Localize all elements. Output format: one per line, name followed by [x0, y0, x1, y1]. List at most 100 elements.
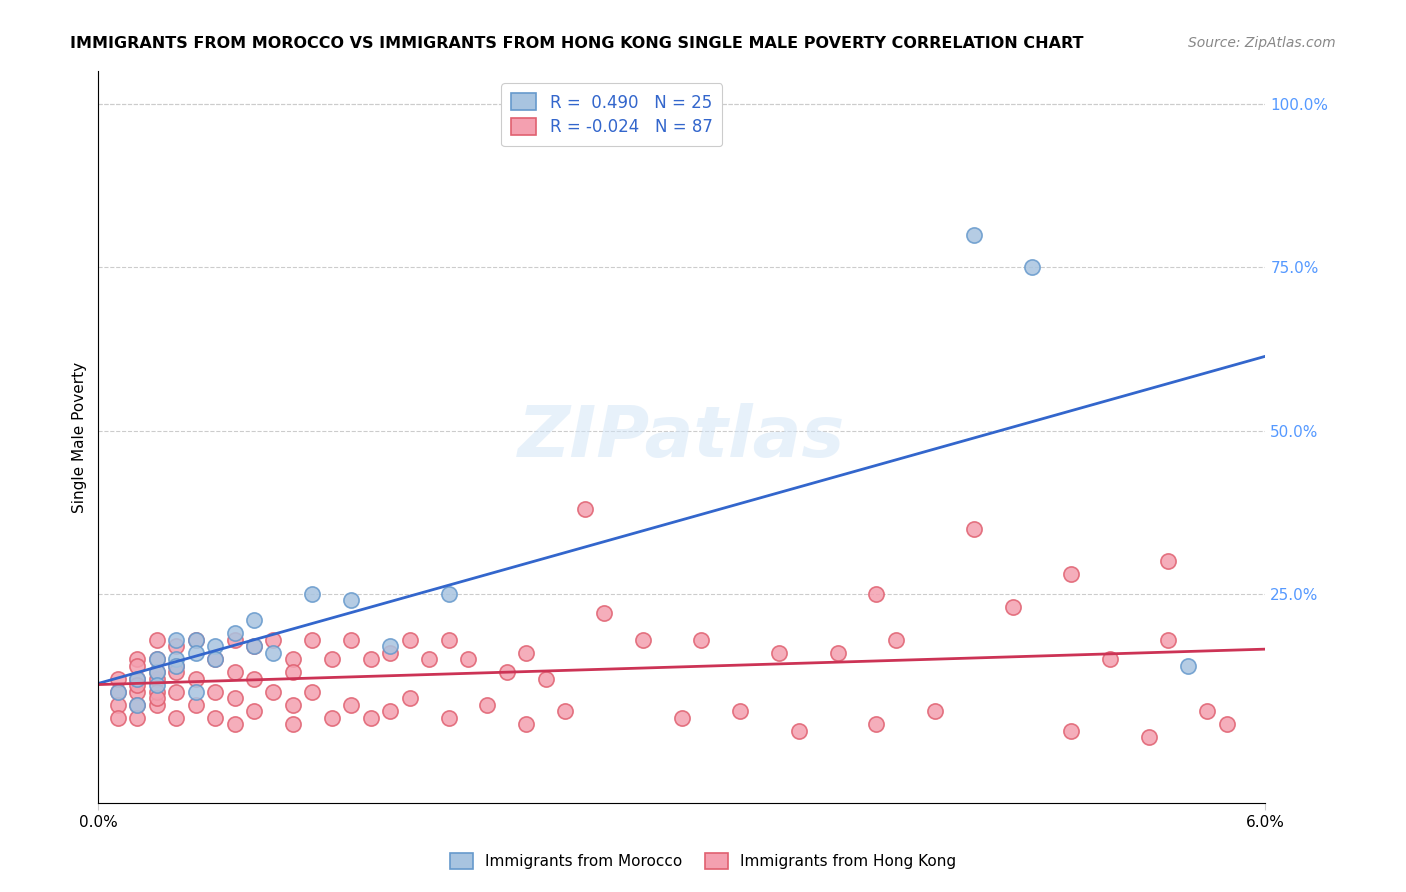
Point [146, 652, 169, 666]
Point [1157, 632, 1180, 647]
Point [184, 632, 207, 647]
Point [107, 711, 129, 725]
Point [262, 646, 284, 660]
Point [457, 652, 479, 666]
Point [301, 587, 323, 601]
Point [204, 652, 226, 666]
Point [184, 672, 207, 686]
Point [165, 685, 187, 699]
Point [574, 502, 596, 516]
Point [671, 711, 693, 725]
Point [204, 652, 226, 666]
Point [1060, 723, 1083, 738]
Point [204, 711, 226, 725]
Point [437, 632, 460, 647]
Point [360, 711, 382, 725]
Point [554, 705, 576, 719]
Point [690, 632, 713, 647]
Point [1137, 731, 1160, 745]
Point [184, 698, 207, 712]
Point [787, 723, 810, 738]
Point [496, 665, 519, 680]
Point [146, 698, 169, 712]
Point [165, 711, 187, 725]
Point [184, 685, 207, 699]
Text: Source: ZipAtlas.com: Source: ZipAtlas.com [1188, 36, 1336, 50]
Point [340, 632, 363, 647]
Legend: R =  0.490   N = 25, R = -0.024   N = 87: R = 0.490 N = 25, R = -0.024 N = 87 [502, 83, 723, 146]
Point [631, 632, 654, 647]
Point [127, 672, 149, 686]
Point [224, 632, 246, 647]
Point [224, 665, 246, 680]
Point [127, 711, 149, 725]
Point [281, 698, 304, 712]
Point [184, 646, 207, 660]
Point [127, 652, 149, 666]
Point [224, 691, 246, 706]
Point [281, 652, 304, 666]
Point [243, 639, 266, 653]
Point [924, 705, 946, 719]
Point [165, 652, 187, 666]
Point [827, 646, 849, 660]
Point [165, 665, 187, 680]
Point [146, 678, 169, 692]
Point [107, 685, 129, 699]
Point [146, 632, 169, 647]
Point [378, 705, 402, 719]
Point [224, 626, 246, 640]
Point [146, 665, 169, 680]
Point [340, 698, 363, 712]
Point [301, 632, 323, 647]
Point [962, 522, 984, 536]
Point [107, 685, 129, 699]
Point [360, 652, 382, 666]
Point [146, 691, 169, 706]
Point [1177, 658, 1199, 673]
Point [127, 698, 149, 712]
Point [146, 672, 169, 686]
Point [127, 678, 149, 692]
Point [107, 672, 129, 686]
Point [146, 665, 169, 680]
Point [281, 665, 304, 680]
Point [204, 685, 226, 699]
Point [398, 691, 420, 706]
Point [127, 672, 149, 686]
Point [768, 646, 790, 660]
Point [437, 587, 460, 601]
Point [1060, 567, 1083, 582]
Point [534, 672, 557, 686]
Point [243, 705, 266, 719]
Point [262, 632, 284, 647]
Point [146, 652, 169, 666]
Point [262, 685, 284, 699]
Point [437, 711, 460, 725]
Point [1195, 705, 1218, 719]
Point [243, 639, 266, 653]
Point [127, 685, 149, 699]
Point [962, 227, 984, 242]
Point [243, 613, 266, 627]
Point [1001, 599, 1024, 614]
Point [281, 717, 304, 731]
Point [884, 632, 907, 647]
Text: ZIPatlas: ZIPatlas [519, 402, 845, 472]
Point [184, 632, 207, 647]
Point [340, 593, 363, 607]
Point [477, 698, 499, 712]
Point [378, 639, 402, 653]
Point [301, 685, 323, 699]
Point [515, 646, 537, 660]
Point [165, 632, 187, 647]
Point [1021, 260, 1043, 275]
Point [730, 705, 752, 719]
Point [1215, 717, 1237, 731]
Point [165, 658, 187, 673]
Point [224, 717, 246, 731]
Point [107, 698, 129, 712]
Point [165, 639, 187, 653]
Point [1098, 652, 1121, 666]
Point [321, 711, 343, 725]
